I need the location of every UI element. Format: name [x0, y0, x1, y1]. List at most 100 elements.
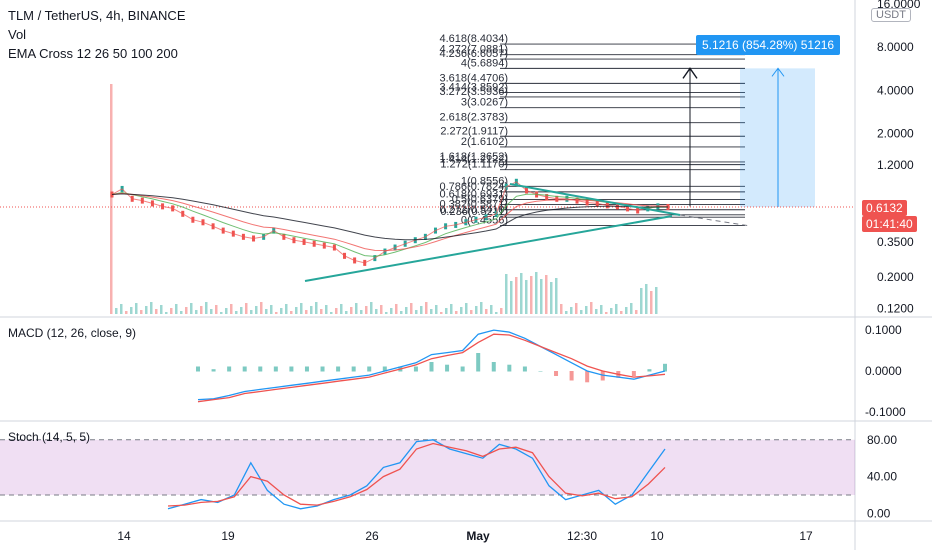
volume-bar: [575, 303, 578, 314]
macd-histogram-bar: [569, 371, 574, 381]
volume-bar: [245, 303, 248, 314]
volume-bar: [375, 309, 378, 314]
macd-histogram-bar: [289, 366, 294, 372]
volume-bar: [260, 302, 263, 314]
fib-level-label: 4.618(8.4034): [440, 33, 509, 45]
support-trendline: [304, 215, 673, 282]
macd-histogram-bar: [460, 366, 465, 372]
fib-level-label: 4(5.6894): [461, 57, 508, 69]
stoch-tick-label: 80.00: [867, 433, 897, 447]
time-tick-label: 26: [365, 529, 379, 543]
fib-level-label: 0.382(0.5871): [440, 199, 509, 211]
ema-line: [111, 191, 668, 257]
volume-bar: [635, 310, 638, 314]
fib-level-label: 1(0.8556): [461, 175, 508, 187]
volume-bar: [390, 308, 393, 314]
target-arrowhead: [682, 67, 698, 79]
vol-legend[interactable]: Vol: [8, 27, 27, 42]
resistance-trendline: [509, 183, 681, 216]
volume-bar: [355, 303, 358, 314]
volume-bar: [460, 307, 463, 314]
volume-bar: [315, 302, 318, 314]
fib-level-label: 4.272(7.0881): [440, 44, 509, 56]
volume-bar: [550, 282, 553, 314]
stoch-band: [0, 439, 855, 495]
macd-histogram-bar: [585, 371, 590, 383]
fib-level-label: 4.236(6.6057): [440, 48, 509, 60]
volume-bar: [180, 311, 183, 314]
volume-bar: [500, 308, 503, 314]
volume-bar: [545, 275, 548, 314]
volume-bar: [420, 306, 423, 314]
macd-histogram-bar: [367, 366, 372, 372]
volume-bar: [160, 305, 163, 314]
macd-histogram-bar: [429, 362, 434, 372]
volume-bar: [600, 305, 603, 314]
volume-bar: [380, 305, 383, 314]
fib-level-label: 2.618(2.3783): [440, 112, 509, 124]
volume-bar: [540, 279, 543, 314]
volume-bar: [395, 304, 398, 314]
macd-histogram-bar: [538, 371, 543, 372]
macd-tick-label: 0.1000: [865, 323, 902, 337]
currency-label[interactable]: USDT: [871, 8, 911, 22]
volume-bar: [350, 307, 353, 314]
stoch-tick-label: 0.00: [867, 506, 891, 520]
volume-bar: [585, 306, 588, 314]
symbol-title[interactable]: TLM / TetherUS, 4h, BINANCE: [8, 8, 186, 23]
volume-bar: [490, 305, 493, 314]
volume-bar: [240, 307, 243, 314]
volume-bar: [505, 274, 508, 314]
macd-histogram-bar: [242, 366, 247, 372]
fib-level-label: 3.414(3.8592): [440, 82, 509, 94]
ema-legend[interactable]: EMA Cross 12 26 50 100 200: [8, 46, 178, 61]
volume-bar: [190, 303, 193, 314]
macd-histogram-bar: [382, 366, 387, 372]
volume-bar: [285, 304, 288, 314]
volume-bar: [410, 303, 413, 314]
projection-label[interactable]: 5.1216 (854.28%) 51216: [696, 35, 841, 55]
macd-histogram-bar: [304, 366, 309, 372]
volume-bar: [475, 306, 478, 314]
projection-arrowhead: [771, 67, 785, 77]
volume-bar: [330, 312, 333, 314]
volume-bar: [295, 307, 298, 314]
volume-bar: [645, 284, 648, 314]
price-candle: [110, 191, 114, 198]
volume-bar: [430, 309, 433, 314]
volume-bar: [560, 304, 563, 314]
time-tick-label: 17: [799, 529, 813, 543]
volume-bar: [470, 310, 473, 314]
volume-bar: [640, 288, 643, 314]
countdown-tag: 01:41:40: [862, 216, 917, 232]
price-tick-label: 8.0000: [877, 40, 914, 54]
volume-bar: [115, 308, 118, 314]
volume-bar: [495, 312, 498, 314]
macd-histogram-bar: [211, 369, 216, 372]
macd-tick-label: 0.0000: [865, 364, 902, 378]
macd-line: [197, 329, 666, 401]
volume-bar: [235, 311, 238, 314]
volume-bar: [650, 291, 653, 314]
volume-bar: [465, 303, 468, 314]
macd-histogram-bar: [522, 366, 527, 372]
volume-bar: [215, 305, 218, 314]
stoch-legend[interactable]: Stoch (14, 5, 5): [8, 430, 91, 444]
volume-bar: [275, 312, 278, 314]
volume-bar: [525, 280, 528, 314]
macd-histogram-bar: [320, 366, 325, 372]
macd-histogram-bar: [413, 366, 418, 372]
volume-bar: [360, 310, 363, 314]
volume-bar: [485, 309, 488, 314]
macd-legend[interactable]: MACD (12, 26, close, 9): [8, 326, 137, 340]
fib-level-label: 3.618(4.4706): [440, 72, 509, 84]
volume-bar: [555, 278, 558, 314]
volume-bar: [570, 307, 573, 314]
fib-level-label: 0.618(0.6931): [440, 188, 509, 200]
volume-bar: [290, 311, 293, 314]
volume-bar: [170, 308, 173, 314]
volume-bar: [250, 310, 253, 314]
volume-bar: [310, 306, 313, 314]
time-tick-label: May: [466, 529, 490, 543]
